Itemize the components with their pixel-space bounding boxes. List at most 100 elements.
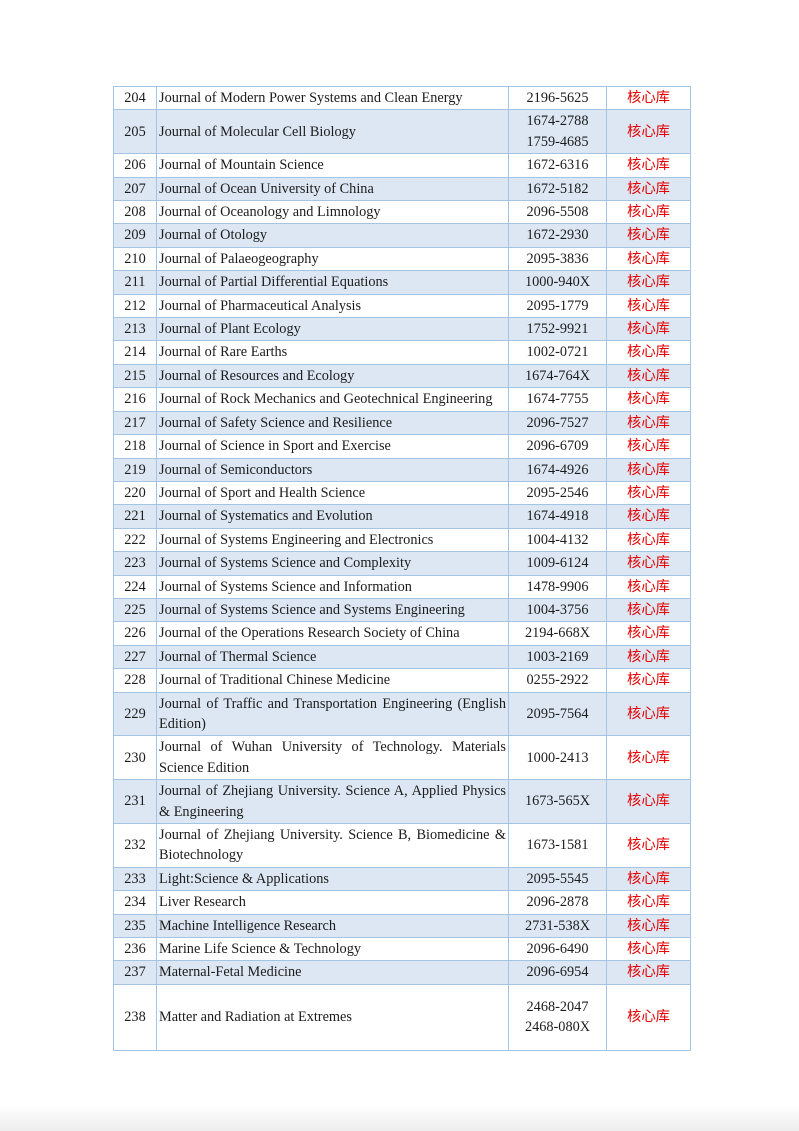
issn-value: 1003-2169 <box>526 648 589 665</box>
row-number-cell: 225 <box>113 597 157 623</box>
table-row: 233 Light:Science & Applications 2095-5545… <box>113 866 691 892</box>
table-row: 226 Journal of the Operations Research So… <box>113 621 691 646</box>
row-number-cell: 209 <box>113 223 157 248</box>
row-number-cell: 212 <box>113 293 157 319</box>
issn-cell: 1478-9906 <box>508 574 607 599</box>
core-tag-cell: 核心库 <box>606 246 691 272</box>
issn-cell: 2096-2878 <box>508 890 607 915</box>
journal-title-cell: Journal of Thermal Science <box>156 644 509 670</box>
issn-value: 2096-5508 <box>526 204 589 221</box>
issn-value: 2096-2878 <box>526 894 589 911</box>
journal-title-cell: Journal of Sport and Health Science <box>156 480 509 506</box>
journal-title-cell: Light:Science & Applications <box>156 866 509 892</box>
table-row: 219 Journal of Semiconductors 1674-4926 核心库 <box>113 457 691 482</box>
journal-title-cell: Journal of Mountain Science <box>156 153 509 178</box>
journal-title-cell: Journal of Traffic and Transportation En… <box>156 691 509 737</box>
issn-cell: 1674-4926 <box>508 457 607 482</box>
table-row: 207 Journal of Ocean University of China 1… <box>113 176 691 202</box>
table-row: 225 Journal of Systems Science and System… <box>113 597 691 623</box>
journal-title-cell: Journal of Systems Science and Informati… <box>156 574 509 599</box>
core-tag-cell: 核心库 <box>606 153 691 178</box>
issn-value: 2095-7564 <box>526 705 589 722</box>
core-tag-cell: 核心库 <box>606 340 691 365</box>
issn-value: 2095-5545 <box>526 870 589 887</box>
table-row: 231 Journal of Zhejiang University. Scien… <box>113 779 691 824</box>
issn-value: 2468-2047 <box>526 998 589 1015</box>
journal-title-cell: Journal of Wuhan University of Technolog… <box>156 735 509 781</box>
issn-value: 1000-2413 <box>526 749 589 766</box>
row-number-cell: 204 <box>113 85 157 111</box>
table-row: 209 Journal of Otology 1672-2930 核心库 <box>113 223 691 248</box>
issn-cell: 1000-2413 <box>508 735 607 781</box>
issn-cell: 2096-5508 <box>508 200 607 225</box>
issn-cell: 1674-4918 <box>508 504 607 529</box>
row-number-cell: 230 <box>113 735 157 781</box>
issn-cell: 1674-7755 <box>508 387 607 412</box>
journal-title-cell: Matter and Radiation at Extremes <box>156 983 509 1051</box>
table-row: 236 Marine Life Science & Technology 2096-… <box>113 937 691 962</box>
issn-value: 1674-4926 <box>526 461 589 478</box>
journal-title-cell: Journal of Ocean University of China <box>156 176 509 202</box>
table-row: 215 Journal of Resources and Ecology 1674-… <box>113 363 691 389</box>
core-tag-cell: 核心库 <box>606 109 691 155</box>
issn-cell: 1672-5182 <box>508 176 607 202</box>
issn-value: 2096-6709 <box>526 438 589 455</box>
table-row: 232 Journal of Zhejiang University. Scien… <box>113 823 691 868</box>
issn-cell: 1000-940X <box>508 270 607 295</box>
row-number-cell: 237 <box>113 960 157 985</box>
table-row: 208 Journal of Oceanology and Limnology 20… <box>113 200 691 225</box>
issn-value: 1672-2930 <box>526 227 589 244</box>
table-row: 216 Journal of Rock Mechanics and Geotech… <box>113 387 691 412</box>
issn-cell: 1003-2169 <box>508 644 607 670</box>
table-row: 206 Journal of Mountain Science 1672-6316 核… <box>113 153 691 178</box>
core-tag-cell: 核心库 <box>606 574 691 599</box>
issn-cell: 1674-2788 1759-4685 <box>508 109 607 155</box>
journal-title-cell: Journal of Systematics and Evolution <box>156 504 509 529</box>
core-tag-cell: 核心库 <box>606 597 691 623</box>
journal-title-cell: Journal of Safety Science and Resilience <box>156 410 509 436</box>
journal-title-cell: Journal of Zhejiang University. Science … <box>156 823 509 868</box>
issn-cell: 0255-2922 <box>508 668 607 693</box>
row-number-cell: 238 <box>113 983 157 1051</box>
row-number-cell: 224 <box>113 574 157 599</box>
issn-value: 2731-538X <box>524 917 591 934</box>
issn-cell: 1672-6316 <box>508 153 607 178</box>
issn-cell: 2095-3836 <box>508 246 607 272</box>
table-row: 238 Matter and Radiation at Extremes 2468-… <box>113 983 691 1051</box>
issn-value: 1673-565X <box>524 793 591 810</box>
issn-cell: 2095-7564 <box>508 691 607 737</box>
journal-title-cell: Journal of Pharmaceutical Analysis <box>156 293 509 319</box>
table-row: 220 Journal of Sport and Health Science 20… <box>113 480 691 506</box>
issn-cell: 1004-4132 <box>508 527 607 553</box>
journal-title-cell: Journal of Zhejiang University. Science … <box>156 779 509 824</box>
core-tag-cell: 核心库 <box>606 960 691 985</box>
row-number-cell: 232 <box>113 823 157 868</box>
row-number-cell: 208 <box>113 200 157 225</box>
journal-title-cell: Journal of Molecular Cell Biology <box>156 109 509 155</box>
core-tag-cell: 核心库 <box>606 410 691 436</box>
table-row: 205 Journal of Molecular Cell Biology 1674… <box>113 109 691 155</box>
row-number-cell: 219 <box>113 457 157 482</box>
core-tag-cell: 核心库 <box>606 913 691 939</box>
issn-value: 2096-6490 <box>526 941 589 958</box>
issn-cell: 2096-6709 <box>508 434 607 459</box>
issn-cell: 2196-5625 <box>508 85 607 111</box>
journal-title-cell: Journal of the Operations Research Socie… <box>156 621 509 646</box>
journal-title-cell: Journal of Rock Mechanics and Geotechnic… <box>156 387 509 412</box>
issn-cell: 1004-3756 <box>508 597 607 623</box>
table-row: 230 Journal of Wuhan University of Techno… <box>113 735 691 781</box>
journal-title-cell: Journal of Systems Engineering and Elect… <box>156 527 509 553</box>
page-bottom-shadow <box>0 1105 799 1131</box>
core-tag-cell: 核心库 <box>606 223 691 248</box>
issn-value: 2095-3836 <box>526 250 589 267</box>
core-tag-cell: 核心库 <box>606 551 691 576</box>
table-row: 217 Journal of Safety Science and Resilie… <box>113 410 691 436</box>
row-number-cell: 211 <box>113 270 157 295</box>
core-tag-cell: 核心库 <box>606 937 691 962</box>
journal-title-cell: Maternal-Fetal Medicine <box>156 960 509 985</box>
issn-value: 1674-764X <box>524 367 591 384</box>
row-number-cell: 226 <box>113 621 157 646</box>
row-number-cell: 213 <box>113 317 157 342</box>
issn-value: 1478-9906 <box>526 578 589 595</box>
